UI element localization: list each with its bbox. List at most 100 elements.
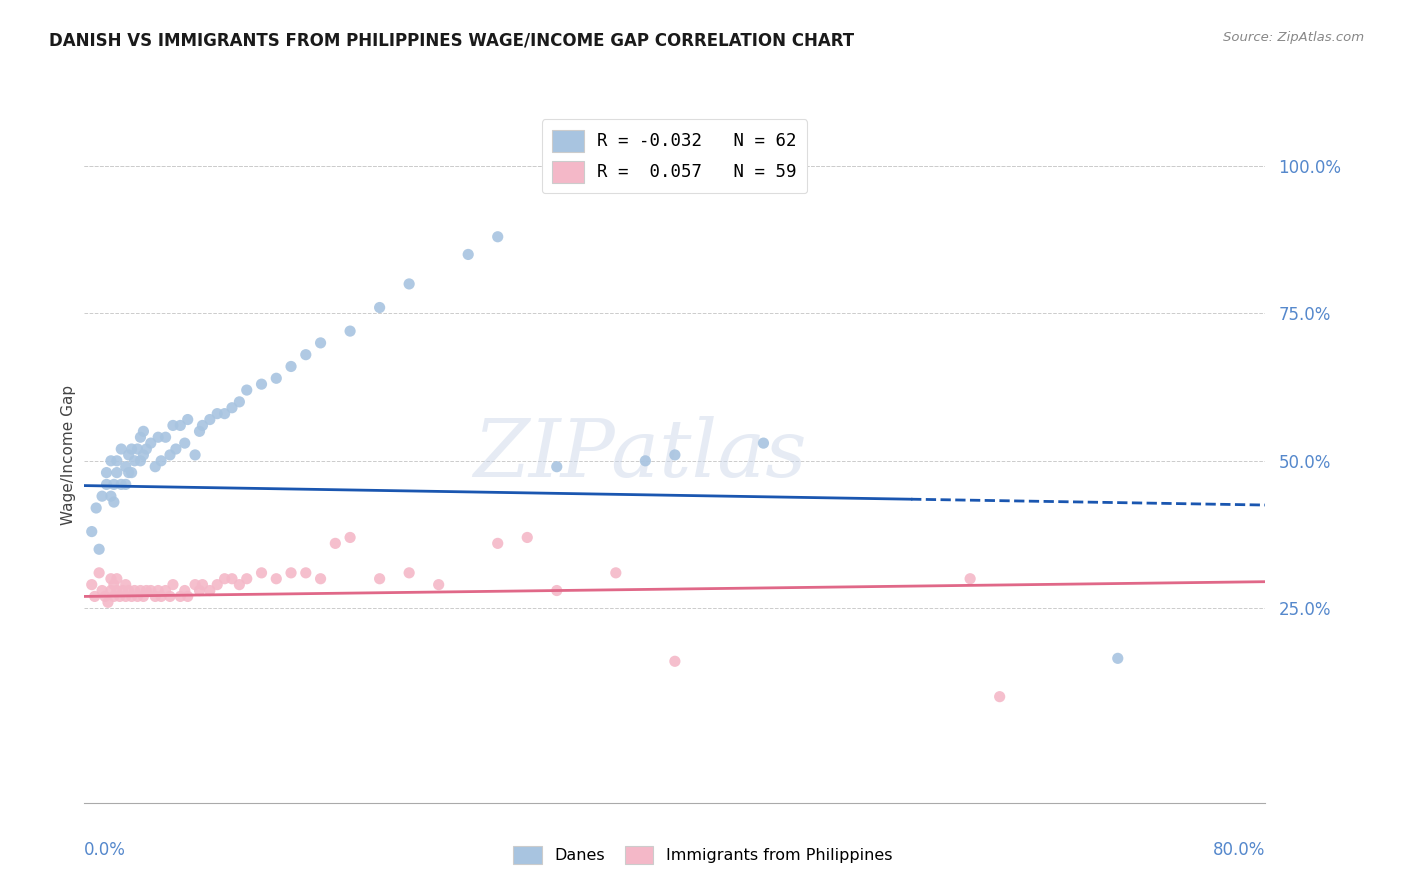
Point	[664, 448, 686, 462]
Point	[132, 448, 155, 462]
Point	[124, 454, 146, 468]
Point	[486, 229, 509, 244]
Point	[155, 430, 177, 444]
Point	[105, 454, 128, 468]
Point	[221, 401, 243, 415]
Point	[1107, 651, 1129, 665]
Point	[105, 572, 128, 586]
Point	[184, 448, 207, 462]
Point	[250, 377, 273, 392]
Point	[129, 454, 152, 468]
Text: 0.0%: 0.0%	[84, 841, 127, 859]
Point	[105, 466, 128, 480]
Point	[143, 459, 166, 474]
Point	[127, 442, 149, 456]
Point	[97, 595, 120, 609]
Point	[264, 572, 288, 586]
Point	[368, 301, 391, 315]
Point	[546, 583, 568, 598]
Point	[100, 489, 122, 503]
Point	[280, 566, 302, 580]
Point	[752, 436, 775, 450]
Point	[177, 590, 200, 604]
Point	[323, 536, 347, 550]
Point	[173, 583, 195, 598]
Point	[214, 407, 236, 421]
Point	[148, 430, 170, 444]
Point	[368, 572, 391, 586]
Point	[129, 430, 152, 444]
Point	[110, 442, 132, 456]
Point	[96, 466, 118, 480]
Text: ZIPatlas: ZIPatlas	[472, 417, 806, 493]
Point	[162, 418, 184, 433]
Point	[114, 459, 136, 474]
Point	[228, 577, 250, 591]
Point	[114, 577, 136, 591]
Legend: R = -0.032   N = 62, R =  0.057   N = 59: R = -0.032 N = 62, R = 0.057 N = 59	[541, 120, 807, 194]
Point	[214, 572, 236, 586]
Point	[87, 542, 111, 557]
Point	[132, 425, 155, 439]
Point	[103, 590, 125, 604]
Point	[177, 412, 200, 426]
Point	[118, 448, 141, 462]
Point	[516, 531, 538, 545]
Point	[205, 407, 228, 421]
Point	[114, 590, 136, 604]
Point	[634, 454, 657, 468]
Point	[87, 566, 111, 580]
Point	[103, 495, 125, 509]
Point	[96, 477, 118, 491]
Point	[191, 577, 214, 591]
Point	[457, 247, 479, 261]
Point	[114, 477, 136, 491]
Point	[127, 590, 149, 604]
Point	[264, 371, 288, 385]
Point	[135, 583, 157, 598]
Y-axis label: Wage/Income Gap: Wage/Income Gap	[60, 384, 76, 525]
Text: Source: ZipAtlas.com: Source: ZipAtlas.com	[1223, 31, 1364, 45]
Point	[80, 577, 103, 591]
Point	[121, 590, 143, 604]
Point	[198, 583, 221, 598]
Point	[103, 477, 125, 491]
Point	[148, 583, 170, 598]
Point	[250, 566, 273, 580]
Point	[118, 583, 141, 598]
Point	[398, 277, 420, 291]
Point	[398, 566, 420, 580]
Point	[105, 583, 128, 598]
Point	[988, 690, 1011, 704]
Legend: Danes, Immigrants from Philippines: Danes, Immigrants from Philippines	[508, 839, 898, 871]
Point	[169, 418, 191, 433]
Point	[121, 442, 143, 456]
Point	[103, 577, 125, 591]
Point	[118, 466, 141, 480]
Point	[295, 566, 318, 580]
Point	[191, 418, 214, 433]
Point	[295, 348, 318, 362]
Point	[150, 454, 173, 468]
Point	[150, 590, 173, 604]
Point	[135, 442, 157, 456]
Point	[139, 436, 162, 450]
Point	[159, 590, 181, 604]
Point	[309, 335, 332, 350]
Point	[129, 583, 152, 598]
Point	[94, 590, 117, 604]
Point	[339, 531, 361, 545]
Point	[486, 536, 509, 550]
Point	[184, 577, 207, 591]
Point	[664, 654, 686, 668]
Point	[235, 383, 259, 397]
Point	[108, 590, 131, 604]
Point	[143, 590, 166, 604]
Point	[221, 572, 243, 586]
Point	[173, 436, 195, 450]
Point	[132, 590, 155, 604]
Point	[155, 583, 177, 598]
Point	[111, 583, 134, 598]
Point	[165, 442, 187, 456]
Point	[162, 577, 184, 591]
